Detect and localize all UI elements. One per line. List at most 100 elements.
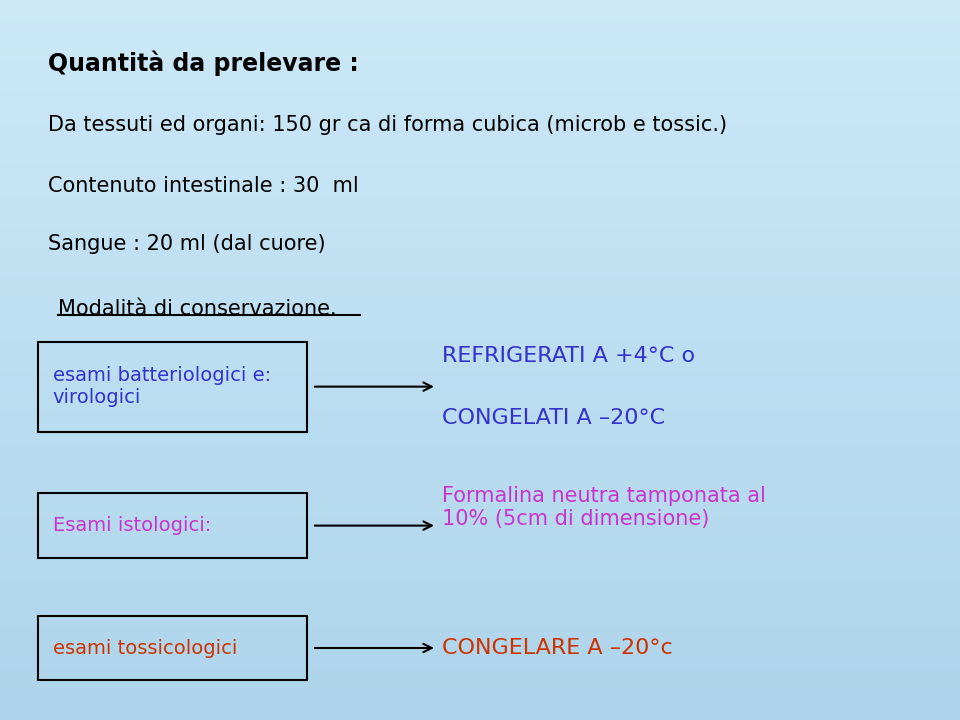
- Bar: [0, 504, 960, 508]
- Bar: [0, 245, 960, 248]
- Bar: [0, 7, 960, 11]
- Bar: [0, 432, 960, 436]
- Bar: [0, 414, 960, 418]
- Bar: [0, 173, 960, 176]
- Bar: [0, 450, 960, 454]
- Bar: [0, 324, 960, 328]
- Bar: [0, 331, 960, 335]
- Bar: [0, 547, 960, 551]
- Bar: [0, 648, 960, 652]
- Bar: [0, 410, 960, 414]
- Bar: [0, 32, 960, 36]
- Bar: [0, 169, 960, 173]
- Bar: [0, 50, 960, 54]
- Text: esami batteriologici e:
virologici: esami batteriologici e: virologici: [53, 366, 271, 407]
- Bar: [0, 97, 960, 101]
- Bar: [0, 238, 960, 241]
- Bar: [0, 360, 960, 364]
- Bar: [0, 47, 960, 50]
- Bar: [0, 353, 960, 356]
- Bar: [0, 385, 960, 389]
- Bar: [0, 76, 960, 79]
- Bar: [0, 716, 960, 720]
- Bar: [0, 220, 960, 223]
- Bar: [0, 11, 960, 14]
- Bar: [0, 702, 960, 706]
- Bar: [0, 155, 960, 158]
- Bar: [0, 101, 960, 104]
- Bar: [0, 274, 960, 277]
- Bar: [0, 299, 960, 302]
- Bar: [0, 443, 960, 446]
- Bar: [0, 338, 960, 342]
- Bar: [0, 130, 960, 133]
- Bar: [0, 61, 960, 65]
- Bar: [0, 58, 960, 61]
- Bar: [0, 212, 960, 216]
- Text: Formalina neutra tamponata al
10% (5cm di dimensione): Formalina neutra tamponata al 10% (5cm d…: [442, 486, 765, 529]
- Bar: [0, 641, 960, 644]
- Bar: [0, 256, 960, 259]
- Bar: [0, 526, 960, 529]
- Bar: [0, 439, 960, 443]
- Bar: [0, 295, 960, 299]
- Bar: [0, 112, 960, 115]
- Text: CONGELATI A –20°C: CONGELATI A –20°C: [442, 408, 664, 428]
- Bar: [0, 698, 960, 702]
- Bar: [0, 389, 960, 392]
- Bar: [0, 637, 960, 641]
- Bar: [0, 713, 960, 716]
- Bar: [0, 407, 960, 410]
- Text: CONGELARE A –20°c: CONGELARE A –20°c: [442, 638, 672, 658]
- Bar: [0, 572, 960, 576]
- Bar: [0, 270, 960, 274]
- Bar: [0, 72, 960, 76]
- Bar: [0, 680, 960, 684]
- Bar: [0, 328, 960, 331]
- Text: Esami istologici:: Esami istologici:: [53, 516, 211, 535]
- Bar: [0, 29, 960, 32]
- Bar: [0, 428, 960, 432]
- Bar: [0, 468, 960, 472]
- Bar: [0, 565, 960, 569]
- Bar: [0, 180, 960, 184]
- Bar: [0, 421, 960, 425]
- Bar: [0, 392, 960, 396]
- Bar: [0, 364, 960, 367]
- Bar: [0, 464, 960, 468]
- Bar: [0, 659, 960, 662]
- Text: Da tessuti ed organi: 150 gr ca di forma cubica (microb e tossic.): Da tessuti ed organi: 150 gr ca di forma…: [48, 115, 727, 135]
- Bar: [0, 446, 960, 450]
- Bar: [0, 148, 960, 151]
- Bar: [0, 706, 960, 709]
- Bar: [0, 68, 960, 72]
- Bar: [0, 176, 960, 180]
- Bar: [0, 652, 960, 655]
- Bar: [0, 140, 960, 144]
- Bar: [0, 216, 960, 220]
- Bar: [0, 695, 960, 698]
- Text: esami tossicologici: esami tossicologici: [53, 639, 237, 657]
- Bar: [0, 187, 960, 191]
- Bar: [0, 554, 960, 558]
- Bar: [0, 36, 960, 40]
- Bar: [0, 684, 960, 688]
- Bar: [0, 662, 960, 666]
- Bar: [0, 122, 960, 126]
- Bar: [0, 378, 960, 382]
- Bar: [0, 374, 960, 378]
- Bar: [0, 367, 960, 371]
- Bar: [0, 623, 960, 626]
- Bar: [0, 418, 960, 421]
- Bar: [0, 234, 960, 238]
- Bar: [0, 677, 960, 680]
- Bar: [0, 266, 960, 270]
- Bar: [0, 709, 960, 713]
- Bar: [0, 25, 960, 29]
- Bar: [0, 594, 960, 598]
- Bar: [0, 158, 960, 162]
- Bar: [0, 580, 960, 583]
- Bar: [0, 522, 960, 526]
- Bar: [0, 277, 960, 281]
- Bar: [0, 457, 960, 461]
